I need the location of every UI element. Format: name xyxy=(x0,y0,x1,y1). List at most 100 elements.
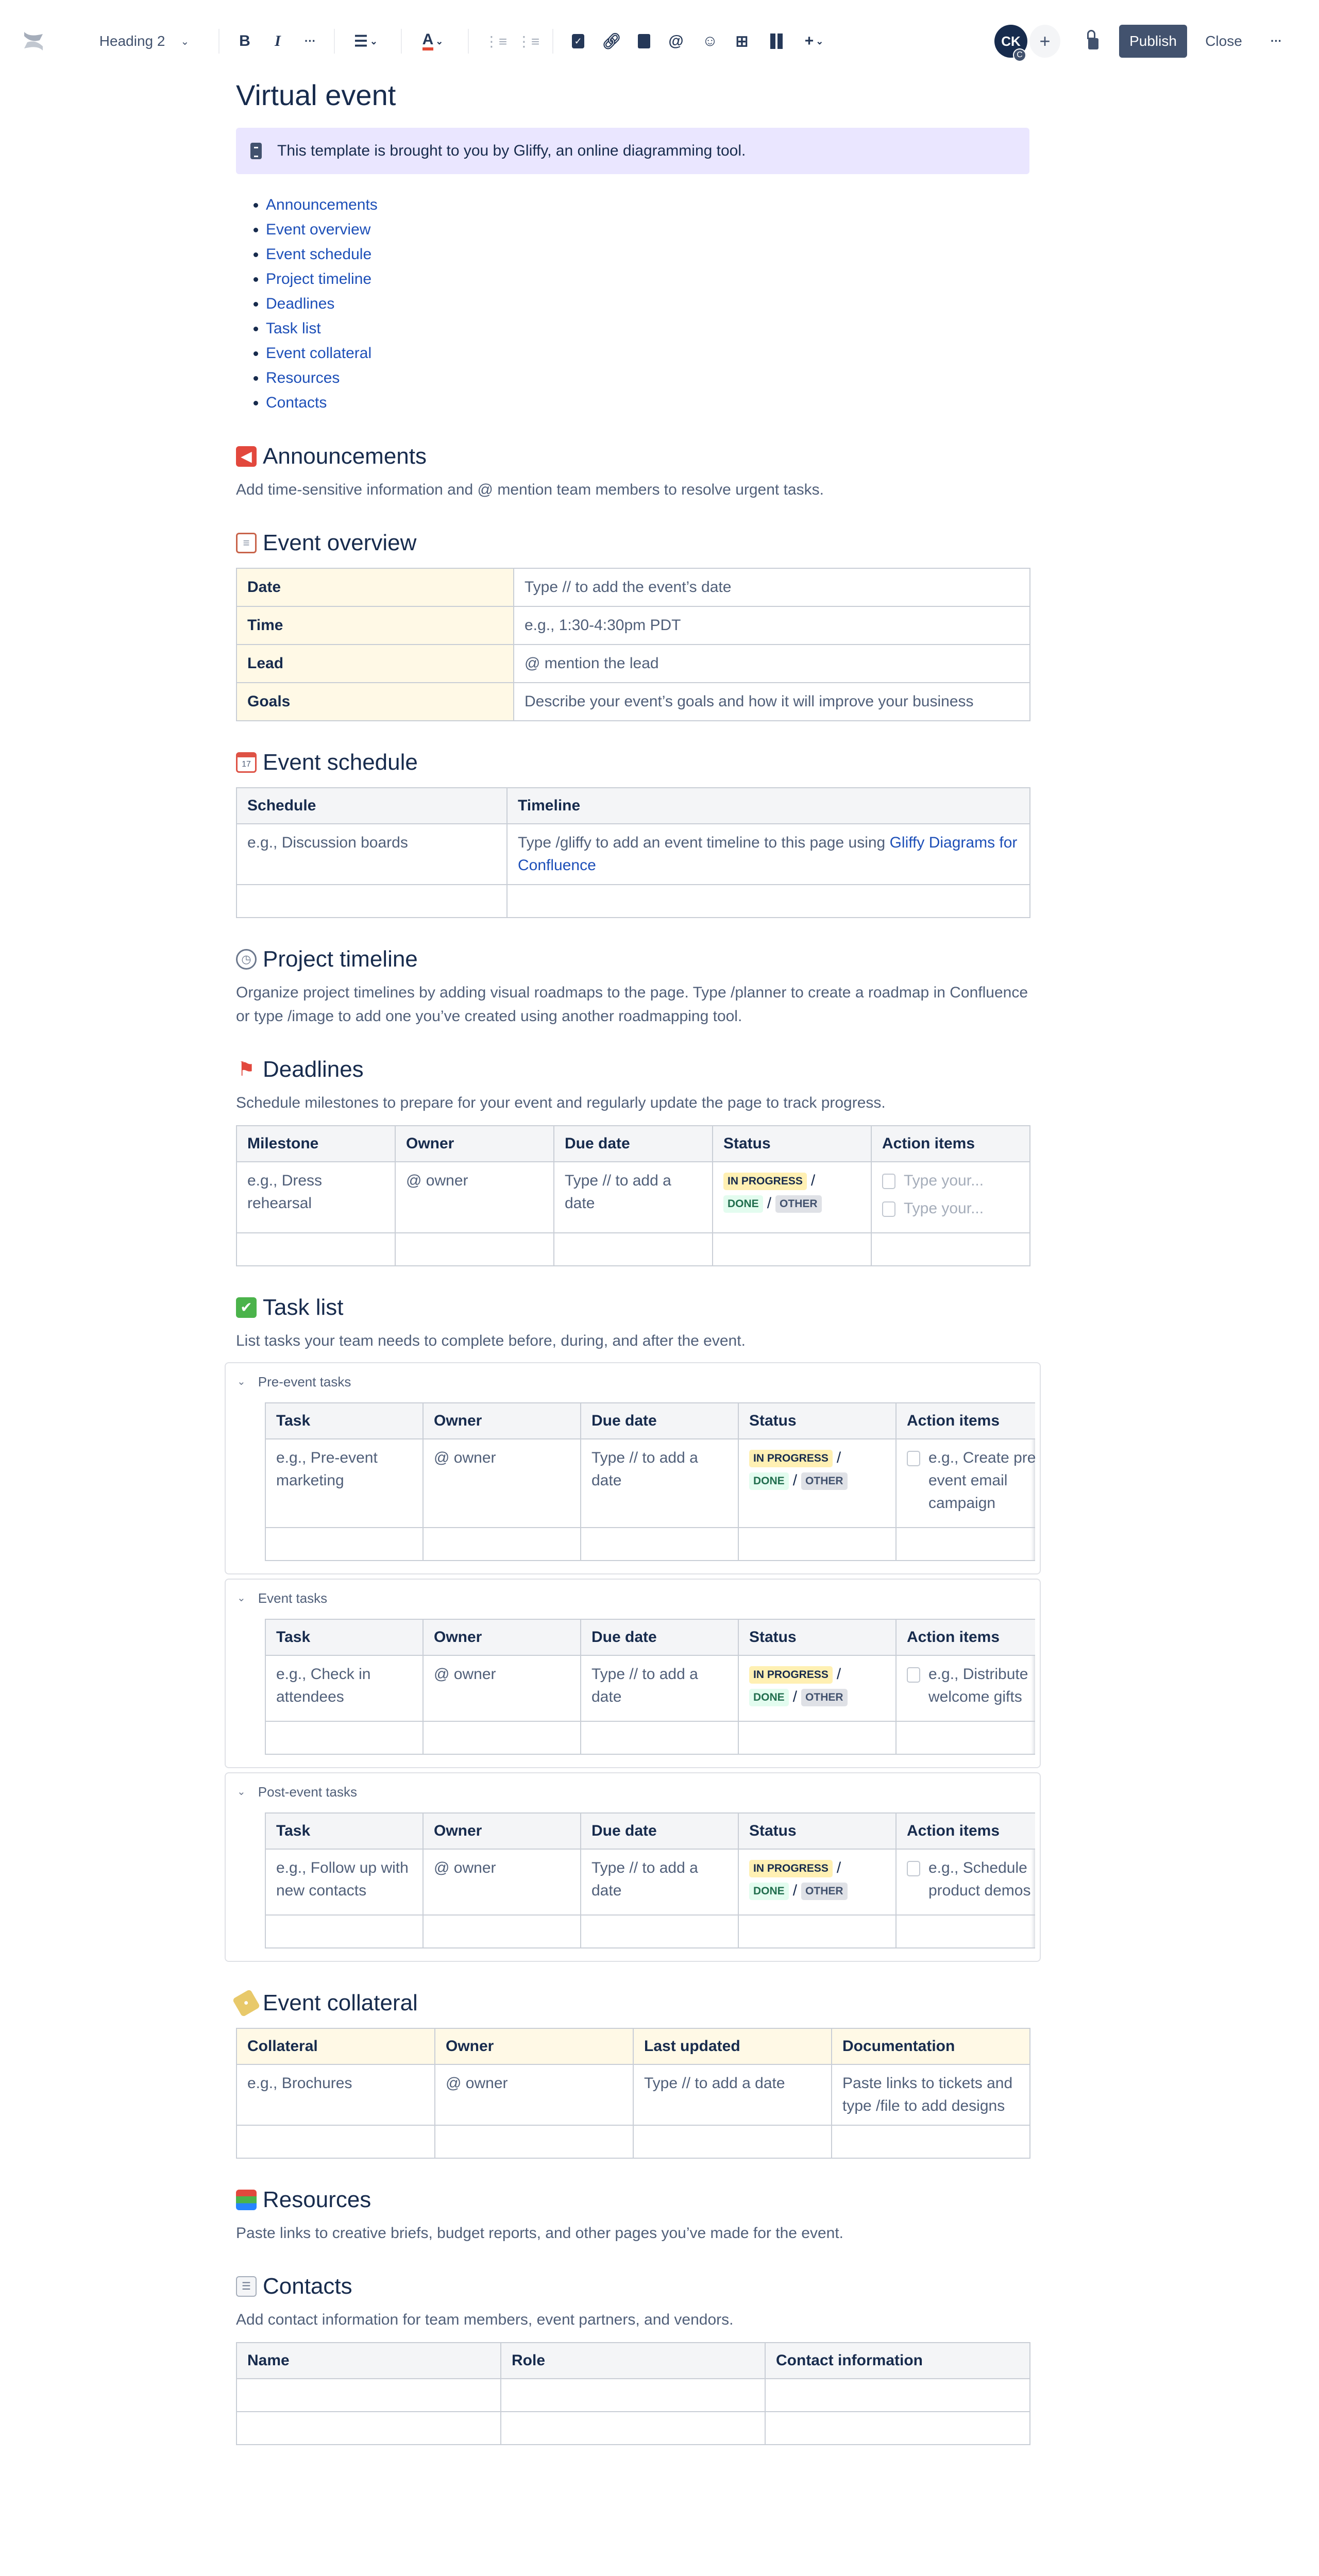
table-cell[interactable] xyxy=(236,1232,396,1266)
table-cell[interactable] xyxy=(553,1232,713,1266)
restrictions-icon[interactable] xyxy=(1082,25,1103,58)
toc-link[interactable]: Contacts xyxy=(266,394,327,411)
expand-toggle[interactable]: ⌄ Post-event tasks xyxy=(237,1782,1040,1802)
status-lozenge[interactable]: IN PROGRESS xyxy=(749,1450,833,1468)
status-lozenge[interactable]: OTHER xyxy=(775,1195,822,1213)
action-item-text[interactable]: e.g., Distribute welcome gifts xyxy=(928,1666,1028,1705)
checkbox[interactable] xyxy=(882,1174,895,1189)
table-cell[interactable] xyxy=(500,2411,766,2445)
status-lozenge[interactable]: DONE xyxy=(723,1195,763,1213)
table-cell[interactable]: @ mention the lead xyxy=(513,644,1030,683)
table-cell[interactable] xyxy=(265,1914,424,1948)
table-cell[interactable]: Type /gliffy to add an event timeline to… xyxy=(506,823,1030,885)
checkbox[interactable] xyxy=(907,1451,920,1466)
bold-button[interactable]: B xyxy=(239,32,250,49)
table-cell[interactable] xyxy=(633,2125,832,2159)
alignment-dropdown[interactable]: ☰ ⌄ xyxy=(350,25,381,58)
page-title[interactable]: Virtual event xyxy=(236,79,396,111)
table-cell[interactable] xyxy=(580,1527,739,1561)
status-lozenge[interactable]: OTHER xyxy=(801,1472,848,1490)
table-cell[interactable] xyxy=(236,2411,501,2445)
status-lozenge[interactable]: IN PROGRESS xyxy=(723,1173,807,1191)
table-cell[interactable]: Type // to add a date xyxy=(580,1849,739,1916)
table-cell[interactable]: Type // to add a date xyxy=(633,2064,832,2126)
mention-icon[interactable]: @ xyxy=(668,32,684,49)
table-cell[interactable] xyxy=(765,2411,1030,2445)
table-cell[interactable]: @ owner xyxy=(422,1438,581,1528)
table-cell[interactable]: Type // to add a date xyxy=(553,1161,713,1233)
image-icon[interactable] xyxy=(635,25,653,58)
more-formatting-button[interactable]: ··· xyxy=(305,35,316,47)
toc-link[interactable]: Event collateral xyxy=(266,345,372,362)
table-cell[interactable] xyxy=(434,2125,634,2159)
table-cell[interactable] xyxy=(395,1232,554,1266)
emoji-icon[interactable]: ☺ xyxy=(702,32,718,49)
action-item[interactable]: Type your... xyxy=(882,1197,1019,1220)
table-cell[interactable]: @ owner xyxy=(434,2064,634,2126)
table-cell[interactable] xyxy=(895,1914,1035,1948)
table-cell[interactable] xyxy=(422,1721,581,1755)
insert-dropdown[interactable]: + ⌄ xyxy=(799,25,830,58)
table-cell[interactable]: e.g., Follow up with new contacts xyxy=(265,1849,424,1916)
status-lozenge[interactable]: DONE xyxy=(749,1472,789,1490)
table-cell[interactable] xyxy=(738,1721,897,1755)
table-cell[interactable]: IN PROGRESS / DONE / OTHER xyxy=(738,1655,897,1722)
table-cell[interactable]: Type // to add a date xyxy=(580,1655,739,1722)
status-lozenge[interactable]: IN PROGRESS xyxy=(749,1666,833,1684)
action-item[interactable]: Type your... xyxy=(882,1170,1019,1192)
italic-button[interactable]: I xyxy=(275,32,281,49)
table-cell[interactable]: e.g., Distribute welcome gifts xyxy=(895,1655,1035,1722)
table-cell[interactable]: e.g., 1:30-4:30pm PDT xyxy=(513,606,1030,645)
status-lozenge[interactable]: OTHER xyxy=(801,1883,848,1901)
table-cell[interactable]: Paste links to tickets and type /file to… xyxy=(831,2064,1030,2126)
toc-link[interactable]: Event overview xyxy=(266,221,371,238)
expand-toggle[interactable]: ⌄ Event tasks xyxy=(237,1588,1040,1608)
toc-link[interactable]: Resources xyxy=(266,369,340,386)
checkbox[interactable] xyxy=(907,1861,920,1876)
table-cell[interactable]: Type // to add the event’s date xyxy=(513,568,1030,607)
table-cell[interactable]: e.g., Pre-event marketing xyxy=(265,1438,424,1528)
table-cell[interactable] xyxy=(422,1527,581,1561)
action-item-text[interactable]: Type your... xyxy=(904,1172,984,1189)
gliffy-link[interactable]: Gliffy Diagrams for Confluence xyxy=(518,834,1018,874)
table-cell[interactable] xyxy=(895,1721,1035,1755)
action-item-text[interactable]: Type your... xyxy=(904,1200,984,1217)
close-button[interactable]: Close xyxy=(1205,33,1242,49)
action-item[interactable]: e.g., Create pre-event email campaign xyxy=(907,1447,1035,1515)
table-cell[interactable] xyxy=(765,2378,1030,2412)
checkbox[interactable] xyxy=(882,1201,895,1217)
status-lozenge[interactable]: OTHER xyxy=(801,1689,848,1707)
table-cell[interactable] xyxy=(712,1232,872,1266)
expand-toggle[interactable]: ⌄ Pre-event tasks xyxy=(237,1371,1040,1392)
table-cell[interactable] xyxy=(738,1914,897,1948)
table-cell[interactable]: Describe your event’s goals and how it w… xyxy=(513,682,1030,721)
table-cell[interactable] xyxy=(236,2378,501,2412)
table-cell[interactable]: e.g., Schedule product demos xyxy=(895,1849,1035,1916)
table-cell[interactable]: e.g., Brochures xyxy=(236,2064,435,2126)
table-cell[interactable] xyxy=(265,1527,424,1561)
table-cell[interactable]: IN PROGRESS / DONE / OTHER xyxy=(738,1438,897,1528)
invite-button[interactable]: + xyxy=(1029,25,1060,58)
table-cell[interactable] xyxy=(831,2125,1030,2159)
confluence-logo-icon[interactable] xyxy=(21,25,46,58)
table-cell[interactable] xyxy=(580,1721,739,1755)
table-cell[interactable] xyxy=(500,2378,766,2412)
table-cell[interactable] xyxy=(895,1527,1035,1561)
action-item[interactable]: e.g., Distribute welcome gifts xyxy=(907,1663,1035,1708)
action-item-text[interactable]: e.g., Schedule product demos xyxy=(928,1859,1031,1899)
toc-link[interactable]: Event schedule xyxy=(266,246,372,263)
status-lozenge[interactable]: IN PROGRESS xyxy=(749,1860,833,1878)
table-cell[interactable]: Type // to add a date xyxy=(580,1438,739,1528)
table-cell[interactable] xyxy=(580,1914,739,1948)
toc-link[interactable]: Project timeline xyxy=(266,270,372,287)
table-cell[interactable]: e.g., Create pre-event email campaign xyxy=(895,1438,1035,1528)
toc-link[interactable]: Task list xyxy=(266,320,321,337)
table-cell[interactable] xyxy=(738,1527,897,1561)
table-cell[interactable] xyxy=(871,1232,1030,1266)
link-icon[interactable]: 🔗︎ xyxy=(601,32,622,50)
status-lozenge[interactable]: DONE xyxy=(749,1689,789,1707)
table-cell[interactable]: IN PROGRESS / DONE / OTHER xyxy=(712,1161,872,1233)
action-item-text[interactable]: e.g., Create pre-event email campaign xyxy=(928,1449,1035,1512)
more-actions-button[interactable]: ··· xyxy=(1271,35,1282,47)
action-item-icon[interactable]: ✓ xyxy=(569,25,587,58)
